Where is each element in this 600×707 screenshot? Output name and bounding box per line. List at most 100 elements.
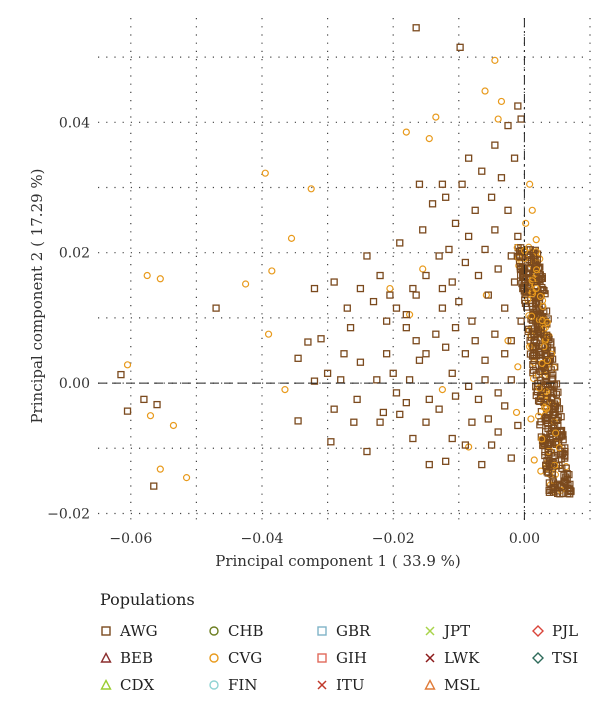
point-awg <box>442 343 450 351</box>
point-awg <box>369 297 378 306</box>
point-cvg <box>530 456 538 464</box>
point-awg <box>464 232 473 241</box>
y-tick-label: 0.04 <box>59 115 90 131</box>
point-awg <box>545 450 553 459</box>
point-cvg <box>182 474 191 482</box>
point-awg <box>140 395 148 404</box>
point-awg <box>545 463 553 471</box>
point-awg <box>540 307 548 315</box>
point-awg <box>525 325 533 333</box>
point-awg <box>514 102 522 110</box>
point-awg <box>541 377 549 385</box>
point-awg <box>468 418 476 426</box>
point-awg <box>494 389 502 397</box>
point-awg <box>464 382 473 391</box>
x-tick-label: −0.06 <box>109 531 152 547</box>
point-awg <box>525 288 533 296</box>
point-awg <box>451 392 460 400</box>
point-cvg <box>527 415 535 423</box>
point-awg <box>491 330 499 338</box>
point-cvg <box>540 343 548 351</box>
point-cvg <box>425 135 433 143</box>
point-cvg <box>281 386 289 394</box>
point-awg <box>558 464 566 472</box>
point-awg <box>310 284 319 293</box>
point-awg <box>481 376 489 384</box>
y-axis-title: Principal component 2 ( 17.29 %) <box>28 168 46 423</box>
point-awg <box>549 371 557 379</box>
point-awg <box>438 304 447 312</box>
point-cvg <box>242 280 250 288</box>
legend-item-fin: FIN <box>208 671 316 698</box>
point-awg <box>501 350 509 358</box>
point-awg <box>150 482 158 490</box>
point-awg <box>382 350 391 358</box>
point-awg <box>412 337 420 345</box>
legend-label: LWK <box>444 648 480 667</box>
point-awg <box>516 271 525 279</box>
point-awg <box>534 380 542 388</box>
point-awg <box>547 438 555 446</box>
point-awg <box>409 434 417 443</box>
point-cvg <box>307 185 315 193</box>
point-cvg <box>169 421 178 430</box>
point-awg <box>396 239 404 247</box>
point-awg <box>392 304 401 312</box>
point-awg <box>504 121 512 130</box>
point-cvg <box>514 363 522 371</box>
point-awg <box>422 418 430 426</box>
point-awg <box>448 434 456 443</box>
point-awg <box>402 310 410 319</box>
point-awg <box>435 405 443 413</box>
point-awg <box>536 392 545 401</box>
point-awg <box>432 330 440 338</box>
point-awg <box>514 232 522 241</box>
point-awg <box>455 297 463 306</box>
point-awg <box>551 438 560 447</box>
point-cvg <box>497 97 506 106</box>
point-cvg <box>287 234 296 242</box>
point-awg <box>527 315 535 323</box>
point-awg <box>435 252 443 260</box>
legend-item-beb: BEB <box>100 644 208 671</box>
legend-item-cdx: CDX <box>100 671 208 698</box>
point-awg <box>445 245 453 254</box>
point-awg <box>330 278 338 286</box>
square-marker-icon <box>317 652 327 663</box>
circle-marker-icon <box>209 625 219 636</box>
legend-item-cvg: CVG <box>208 644 316 671</box>
point-awg <box>552 402 560 410</box>
point-awg <box>544 448 552 457</box>
legend-label: GBR <box>336 621 371 640</box>
point-awg <box>323 369 332 377</box>
point-awg <box>304 338 312 346</box>
point-awg <box>494 265 502 273</box>
point-awg <box>442 457 450 465</box>
point-awg <box>533 256 542 264</box>
point-awg <box>438 284 447 293</box>
point-awg <box>510 278 519 286</box>
point-cvg <box>432 113 440 121</box>
point-awg <box>517 317 525 325</box>
point-awg <box>558 426 566 435</box>
point-awg <box>471 206 479 214</box>
point-awg <box>373 376 381 384</box>
point-awg <box>294 354 302 362</box>
point-awg <box>494 428 502 436</box>
point-cvg <box>533 266 541 274</box>
point-awg <box>386 291 394 299</box>
point-awg <box>409 284 417 293</box>
point-awg <box>356 284 365 293</box>
point-awg <box>507 376 515 384</box>
point-awg <box>549 411 557 419</box>
point-awg <box>389 369 397 377</box>
point-awg <box>554 421 562 429</box>
point-awg <box>212 304 220 312</box>
point-awg <box>425 395 433 404</box>
point-cvg <box>538 435 546 443</box>
point-cvg <box>543 388 551 396</box>
point-cvg <box>491 56 499 64</box>
x-marker-icon <box>425 625 435 636</box>
point-cvg <box>539 302 547 311</box>
point-cvg <box>402 128 410 136</box>
